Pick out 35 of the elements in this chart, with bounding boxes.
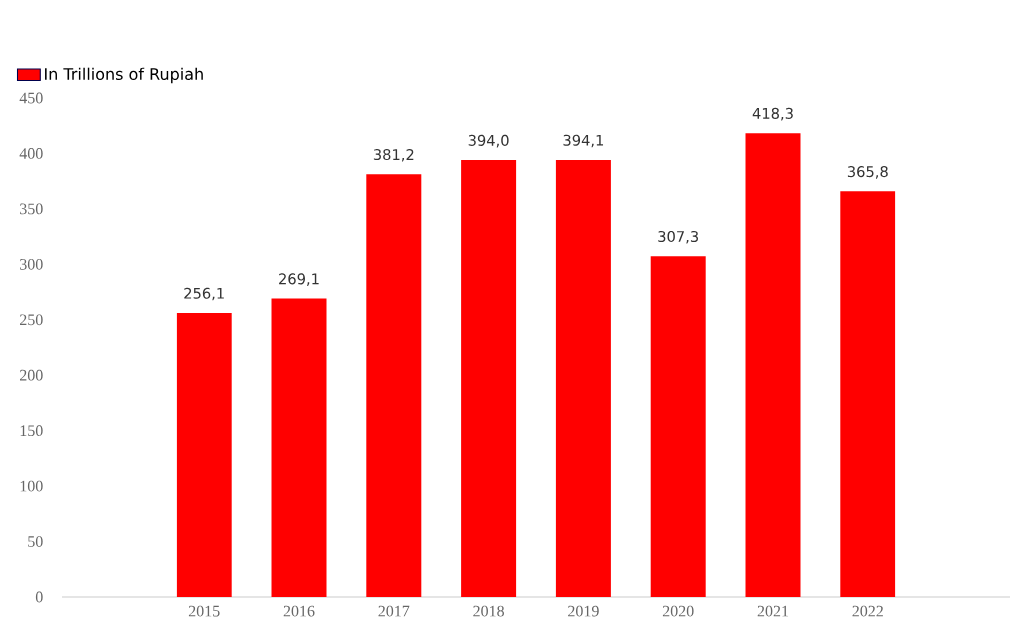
- y-tick-label: 200: [20, 369, 43, 381]
- y-tick-label: 250: [20, 314, 43, 326]
- x-tick-label: 2021: [757, 605, 789, 617]
- bar: [745, 133, 801, 597]
- bar: [650, 256, 706, 597]
- data-label: 394,0: [468, 134, 509, 148]
- y-tick-label: 0: [35, 591, 43, 603]
- data-label: 365,8: [847, 166, 888, 179]
- x-tick-label: 2018: [473, 605, 504, 617]
- data-label: 307,3: [658, 230, 699, 244]
- data-label: 418,3: [752, 107, 793, 121]
- x-tick-label: 2019: [568, 605, 599, 617]
- y-tick-label: 100: [20, 480, 43, 492]
- legend-label: In Trillions of Rupiah: [45, 67, 203, 84]
- y-tick-label: 150: [20, 425, 43, 437]
- x-tick-label: 2016: [283, 605, 315, 617]
- bar: [461, 160, 517, 597]
- bar: [271, 298, 327, 597]
- data-label: 381,2: [373, 149, 414, 162]
- bar: [366, 174, 422, 597]
- x-tick-label: 2017: [378, 605, 410, 617]
- x-tick-label: 2015: [188, 605, 220, 617]
- y-tick-label: 350: [20, 203, 43, 215]
- bar: [840, 191, 896, 597]
- bar: [176, 313, 232, 597]
- data-label: 256,1: [184, 287, 224, 301]
- y-tick-label: 50: [28, 536, 43, 547]
- x-tick-label: 2022: [852, 605, 883, 617]
- data-label: 394,1: [563, 134, 604, 148]
- y-tick-label: 400: [19, 148, 43, 159]
- data-label: 269,1: [279, 273, 319, 286]
- y-tick-label: 300: [20, 258, 43, 270]
- bar: [555, 159, 611, 597]
- y-tick-label: 450: [19, 92, 43, 104]
- x-tick-label: 2020: [662, 605, 694, 617]
